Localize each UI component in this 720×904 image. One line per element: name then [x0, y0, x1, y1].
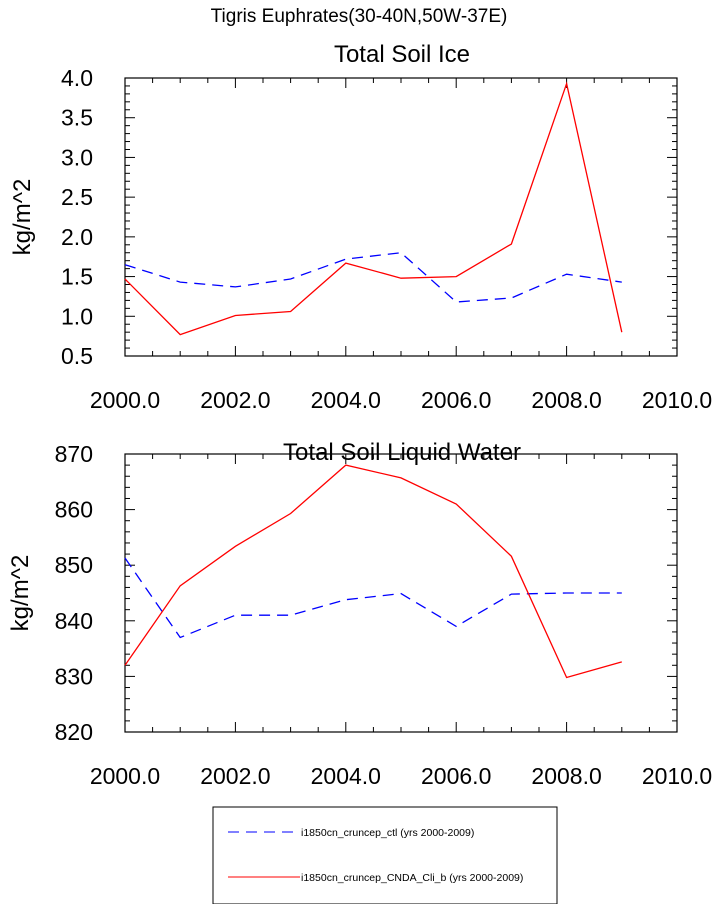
y-axis-label: kg/m^2 [7, 555, 34, 632]
y-tick-label: 1.0 [61, 303, 93, 329]
y-tick-label: 3.5 [61, 105, 93, 131]
y-tick-label: 1.5 [61, 264, 93, 290]
y-tick-label: 2.5 [61, 184, 93, 210]
x-tick-label: 2010.0 [642, 387, 712, 413]
y-tick-label: 4.0 [61, 65, 93, 91]
series-line-ctl [124, 557, 622, 639]
legend: i1850cn_cruncep_ctl (yrs 2000-2009) i185… [212, 806, 558, 904]
y-tick-label: 2.0 [61, 224, 93, 250]
legend-label-ctl: i1850cn_cruncep_ctl (yrs 2000-2009) [301, 827, 474, 839]
series-line-ctl [124, 252, 622, 303]
x-tick-label: 2000.0 [90, 387, 160, 413]
x-tick-label: 2002.0 [200, 763, 270, 789]
y-tick-label: 0.5 [61, 343, 93, 369]
y-tick-label: 830 [55, 663, 93, 689]
plot-frame [124, 77, 678, 357]
series-line-cnda [124, 81, 623, 336]
panel-total-soil-liquid-water: Total Soil Liquid Water kg/m^2 2000.0 2002.… [7, 439, 712, 789]
legend-box [212, 806, 558, 904]
x-tick-label: 2004.0 [311, 763, 381, 789]
x-tick-label: 2008.0 [531, 387, 601, 413]
y-tick-label: 820 [55, 719, 93, 745]
x-tick-label: 2002.0 [200, 387, 270, 413]
figure-title: Tigris Euphrates(30-40N,50W-37E) [211, 6, 508, 27]
x-tick-label: 2006.0 [421, 387, 491, 413]
y-tick-label: 850 [55, 552, 93, 578]
y-axis-label: kg/m^2 [9, 179, 36, 256]
y-tick-label: 840 [55, 608, 93, 634]
x-tick-label: 2010.0 [642, 763, 712, 789]
x-tick-label: 2004.0 [311, 387, 381, 413]
x-tick-label: 2000.0 [90, 763, 160, 789]
y-tick-label: 870 [55, 441, 93, 467]
y-tick-label: 3.0 [61, 144, 93, 170]
panel-title: Total Soil Liquid Water [283, 439, 521, 466]
panel-total-soil-ice: Total Soil Ice kg/m^2 2000.0 2002.0 2004.0 20… [9, 41, 712, 413]
panel-title: Total Soil Ice [334, 41, 470, 68]
series-line-cnda [124, 464, 622, 679]
y-tick-label: 860 [55, 497, 93, 523]
x-tick-label: 2006.0 [421, 763, 491, 789]
x-tick-label: 2008.0 [531, 763, 601, 789]
legend-label-cnda: i1850cn_cruncep_CNDA_Cli_b (yrs 2000-200… [301, 872, 523, 884]
